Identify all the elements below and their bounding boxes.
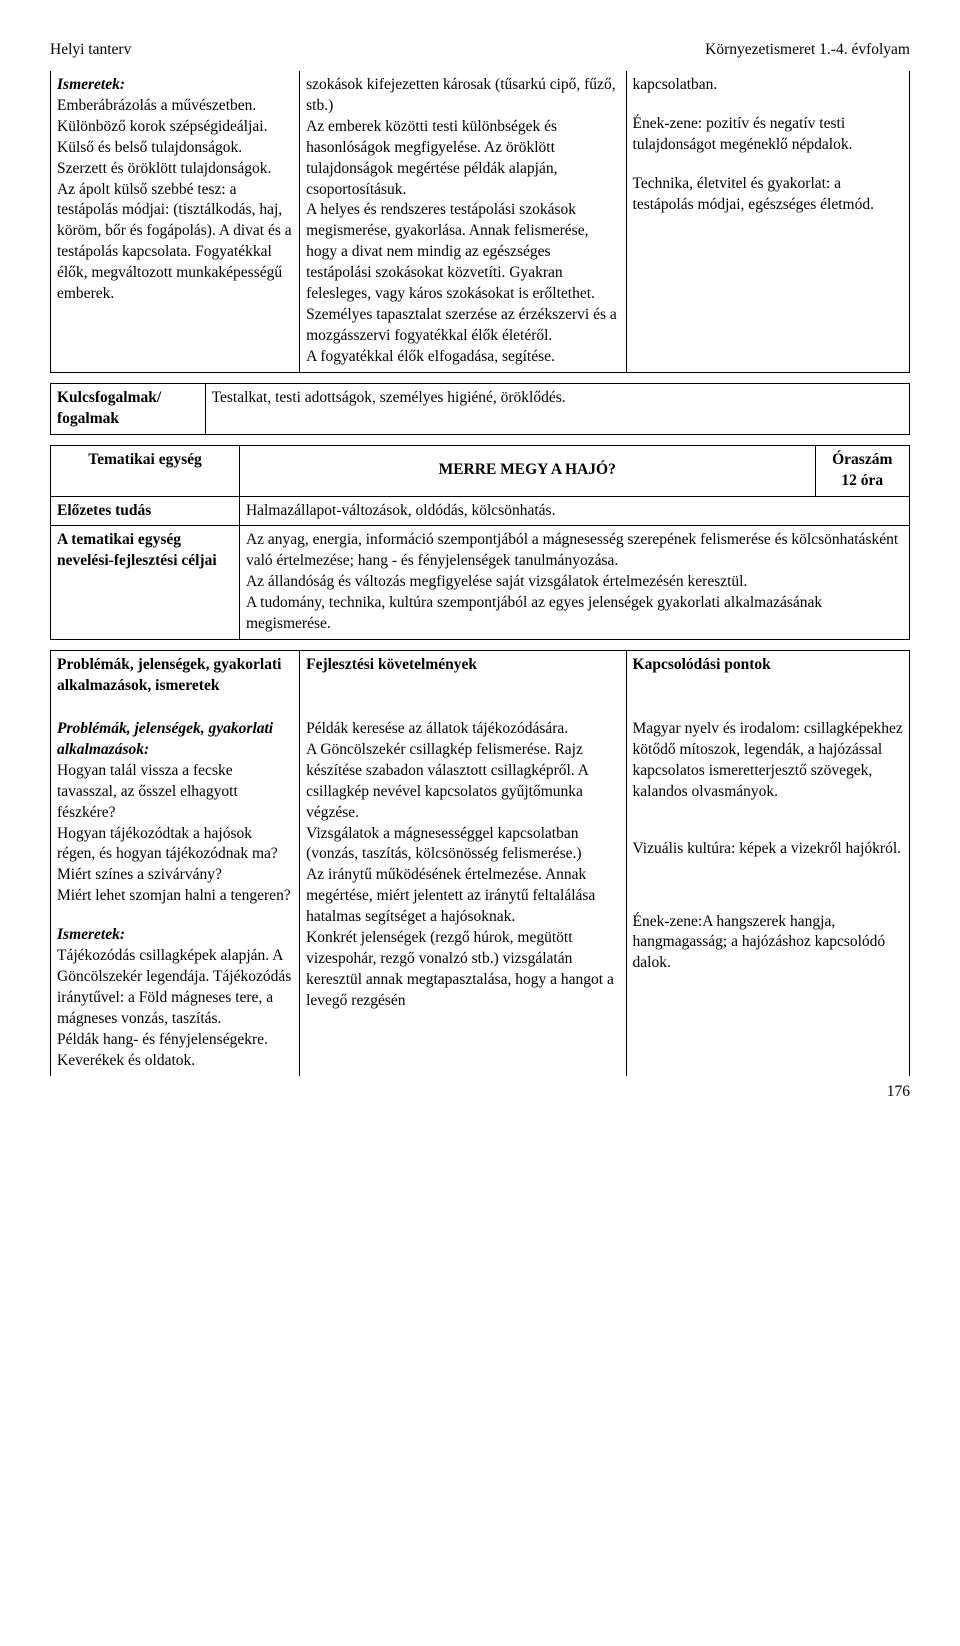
- cell-right: kapcsolatban. Ének-zene: pozitív és nega…: [626, 71, 909, 372]
- page-number: 176: [50, 1082, 910, 1103]
- ismeretek-label: Ismeretek:: [57, 75, 293, 96]
- middle-body: szokások kifejezetten károsak (tűsarkú c…: [306, 75, 619, 368]
- prior-knowledge-label: Előzetes tudás: [51, 496, 240, 526]
- table-row: Ismeretek: Emberábrázolás a művészetben.…: [51, 71, 910, 372]
- table-row: Tematikai egység MERRE MEGY A HAJÓ? Óras…: [51, 445, 910, 496]
- content-table-1: Ismeretek: Emberábrázolás a művészetben.…: [50, 71, 910, 373]
- table-row: Problémák, jelenségek, gyakorlati alkalm…: [51, 651, 910, 701]
- thematic-table: Tematikai egység MERRE MEGY A HAJÓ? Óras…: [50, 445, 910, 640]
- head-c2: Fejlesztési követelmények: [300, 651, 626, 701]
- cell-middle: szokások kifejezetten károsak (tűsarkú c…: [300, 71, 626, 372]
- table-row: Problémák, jelenségek, gyakorlati alkalm…: [51, 701, 910, 1076]
- prior-knowledge-value: Halmazállapot-változások, oldódás, kölcs…: [239, 496, 909, 526]
- head-c3: Kapcsolódási pontok: [626, 651, 909, 701]
- keywords-table: Kulcsfogalmak/ fogalmak Testalkat, testi…: [50, 383, 910, 435]
- keywords-label: Kulcsfogalmak/ fogalmak: [51, 383, 206, 434]
- ismeretek-label-2: Ismeretek:: [57, 925, 293, 946]
- header-right: Környezetismeret 1.-4. évfolyam: [705, 40, 910, 61]
- header-left: Helyi tanterv: [50, 40, 131, 61]
- right-p1: kapcsolatban.: [633, 75, 903, 96]
- problems-c3: Magyar nyelv és irodalom: csillagképekhe…: [626, 701, 909, 1076]
- problems-c1: Problémák, jelenségek, gyakorlati alkalm…: [51, 701, 300, 1076]
- thematic-unit-title: MERRE MEGY A HAJÓ?: [239, 445, 815, 496]
- problems-c3-p2: Vizuális kultúra: képek a vizekről hajók…: [633, 839, 903, 860]
- problems-p1: Hogyan talál vissza a fecske tavasszal, …: [57, 761, 293, 907]
- right-p3: Technika, életvitel és gyakorlat: a test…: [633, 174, 903, 216]
- problems-c2-body: Példák keresése az állatok tájékozódásár…: [306, 719, 619, 1012]
- goals-label: A tematikai egység nevelési-fejlesztési …: [51, 526, 240, 640]
- thematic-unit-label: Tematikai egység: [51, 445, 240, 496]
- keywords-value: Testalkat, testi adottságok, személyes h…: [205, 383, 909, 434]
- cell-ismeretek: Ismeretek: Emberábrázolás a művészetben.…: [51, 71, 300, 372]
- problems-table: Problémák, jelenségek, gyakorlati alkalm…: [50, 650, 910, 1076]
- problems-c2: Példák keresése az állatok tájékozódásár…: [300, 701, 626, 1076]
- head-c1: Problémák, jelenségek, gyakorlati alkalm…: [51, 651, 300, 701]
- ismeretek-body: Emberábrázolás a művészetben. Különböző …: [57, 96, 293, 305]
- table-row: Kulcsfogalmak/ fogalmak Testalkat, testi…: [51, 383, 910, 434]
- problems-p2: Tájékozódás csillagképek alapján. A Gönc…: [57, 946, 293, 1072]
- goals-value: Az anyag, energia, információ szempontjá…: [239, 526, 909, 640]
- table-row: A tematikai egység nevelési-fejlesztési …: [51, 526, 910, 640]
- problems-label: Problémák, jelenségek, gyakorlati alkalm…: [57, 719, 293, 761]
- page-header: Helyi tanterv Környezetismeret 1.-4. évf…: [50, 40, 910, 61]
- table-row: Előzetes tudás Halmazállapot-változások,…: [51, 496, 910, 526]
- problems-c3-p3: Ének-zene:A hangszerek hangja, hangmagas…: [633, 912, 903, 975]
- thematic-unit-hours: Óraszám 12 óra: [815, 445, 910, 496]
- right-p2: Ének-zene: pozitív és negatív testi tula…: [633, 114, 903, 156]
- problems-c3-p1: Magyar nyelv és irodalom: csillagképekhe…: [633, 719, 903, 803]
